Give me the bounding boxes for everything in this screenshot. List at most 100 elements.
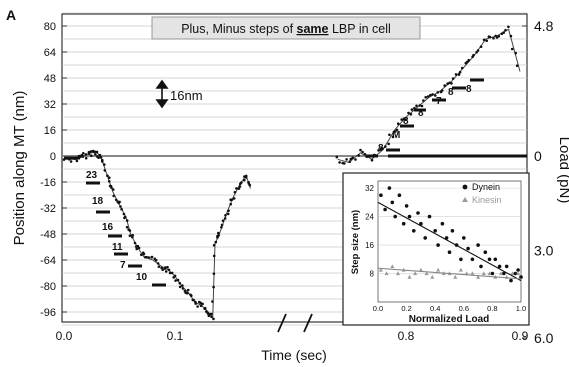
trace-point <box>214 240 218 244</box>
trace-point <box>93 150 96 153</box>
trace-point <box>114 198 118 202</box>
trace-point <box>212 254 216 258</box>
trace-point <box>170 271 174 275</box>
y-tick-label: 64 <box>44 47 56 59</box>
y2-tick-labels: 4.8 0 3.0 6.0 <box>522 18 554 346</box>
step-label: 7 <box>120 260 126 271</box>
trace-point <box>504 28 507 32</box>
inset-point-kinesin <box>436 267 441 272</box>
panel-label: A <box>6 7 16 23</box>
inset-gridlines <box>378 187 521 274</box>
inset-point-dynein <box>497 264 502 269</box>
y-tick-label: 80 <box>44 21 56 33</box>
trace-point <box>131 235 134 239</box>
trace-point <box>220 226 223 229</box>
step-label: 8 <box>403 116 409 127</box>
y-tick-label: 48 <box>44 73 56 85</box>
trace-point <box>118 200 121 204</box>
trace-point <box>492 36 495 40</box>
trace-point <box>217 231 220 235</box>
trace-point <box>167 268 171 272</box>
inset-point-dynein <box>450 229 455 233</box>
trace-point <box>418 104 422 107</box>
trace-point <box>99 156 103 159</box>
step-label: M <box>392 130 400 141</box>
trace-point <box>420 104 424 108</box>
y2-tick-label: 6.0 <box>534 330 554 346</box>
inset-point-kinesin <box>516 271 521 276</box>
trace-point <box>227 209 230 212</box>
inset-x-tick-label: 0.6 <box>459 304 469 313</box>
trace-point <box>212 285 215 289</box>
y-tick-label: -96 <box>40 307 56 319</box>
trace-point <box>454 73 458 76</box>
x-tick-label: 0.8 <box>398 329 415 343</box>
inset-point-dynein <box>423 236 428 240</box>
y2-tick-label: 4.8 <box>534 18 554 34</box>
trace-point <box>112 188 115 191</box>
inset-fit-dynein <box>377 201 522 282</box>
trace-point <box>201 302 204 306</box>
inset-point-dynein <box>416 211 420 215</box>
scale-bar-arrow-down <box>155 99 169 109</box>
trace-point <box>424 96 428 99</box>
trace-point <box>338 161 341 164</box>
trace-point <box>244 176 248 179</box>
trace-point <box>194 300 197 304</box>
axis-break <box>277 313 313 333</box>
trace-point <box>176 278 180 282</box>
title-part: Plus, Minus steps of <box>181 22 296 36</box>
inset-point-dynein <box>519 275 523 279</box>
trace-point <box>370 158 374 162</box>
trace-point <box>95 150 99 154</box>
trace-point <box>226 212 230 216</box>
inset-point-kinesin <box>407 274 412 279</box>
title-box <box>151 16 421 40</box>
trace-point <box>178 285 182 289</box>
step-label: 11 <box>112 242 123 253</box>
y-tick-label: -80 <box>40 281 56 293</box>
inset-point-dynein <box>436 243 440 247</box>
trace-point <box>434 94 437 97</box>
trace-point <box>164 270 168 273</box>
trace-point <box>507 25 510 29</box>
trace-point <box>450 82 453 85</box>
trace-point <box>98 153 102 157</box>
trace-point <box>119 205 122 208</box>
inset-point-dynein <box>490 271 495 276</box>
trace-point <box>229 202 232 206</box>
inset-point-kinesin <box>510 271 515 276</box>
trace-point <box>510 47 514 51</box>
trace-point <box>120 208 123 211</box>
trace-point <box>223 217 227 220</box>
trace-point <box>212 243 216 247</box>
y-tick-label: 16 <box>44 125 56 137</box>
trace-point <box>125 219 129 222</box>
trace-point <box>210 312 213 316</box>
trace-point <box>108 176 111 179</box>
trace-point <box>156 262 160 265</box>
trace-point <box>89 150 93 153</box>
inset-point-dynein <box>433 229 438 233</box>
inset-point-kinesin <box>464 271 469 276</box>
trace-point <box>363 152 367 156</box>
inset-point-kinesin <box>396 271 400 276</box>
trace-point <box>128 229 132 232</box>
x-tick-label: 0.0 <box>56 329 73 343</box>
trace-point <box>446 82 449 85</box>
y2-tick-label: 3.0 <box>534 242 554 258</box>
trace-point <box>345 158 348 161</box>
trace-point <box>482 38 486 42</box>
trace-point <box>476 49 480 52</box>
trace-point <box>238 185 242 188</box>
trace-point <box>458 70 462 74</box>
inset-point-kinesin <box>430 274 435 279</box>
trace-point <box>467 58 471 62</box>
trace-point <box>186 291 189 295</box>
inset-legend: Dynein Kinesin <box>462 182 502 205</box>
inset-point-kinesin <box>418 267 423 272</box>
trace-point <box>140 253 143 257</box>
y-tick-label: -48 <box>40 229 56 241</box>
inset-point-kinesin <box>453 274 458 279</box>
